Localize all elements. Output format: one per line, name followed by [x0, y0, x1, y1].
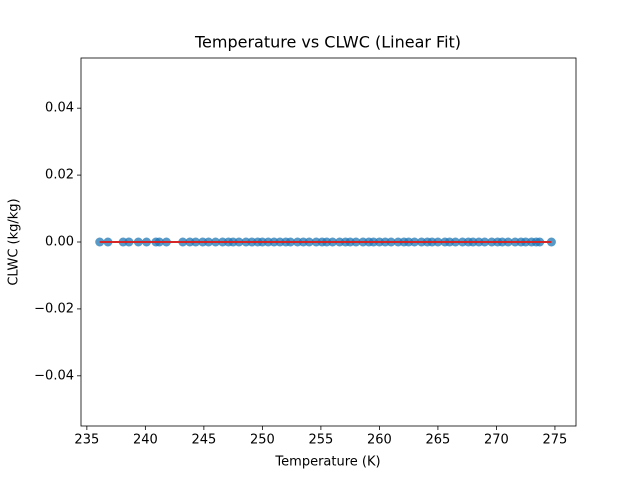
plot-frame — [80, 57, 577, 427]
x-tick-label: 235 — [74, 433, 99, 448]
x-tick-label: 240 — [133, 433, 158, 448]
y-tick-label: 0.00 — [45, 235, 74, 250]
y-axis-label: CLWC (kg/kg) — [7, 198, 22, 285]
y-tick-label: 0.02 — [45, 168, 74, 183]
y-tick-label: −0.02 — [34, 301, 74, 316]
x-tick-label: 255 — [308, 433, 333, 448]
x-tick-label: 250 — [250, 433, 275, 448]
x-axis-label: Temperature (K) — [274, 455, 380, 470]
chart-title: Temperature vs CLWC (Linear Fit) — [194, 33, 461, 52]
x-tick-label: 260 — [367, 433, 392, 448]
y-tick-label: 0.04 — [45, 101, 74, 116]
x-tick-label: 265 — [426, 433, 451, 448]
x-tick-label: 245 — [191, 433, 216, 448]
x-tick-label: 270 — [484, 433, 509, 448]
x-tick-label: 275 — [543, 433, 568, 448]
y-tick-label: −0.04 — [34, 368, 74, 383]
